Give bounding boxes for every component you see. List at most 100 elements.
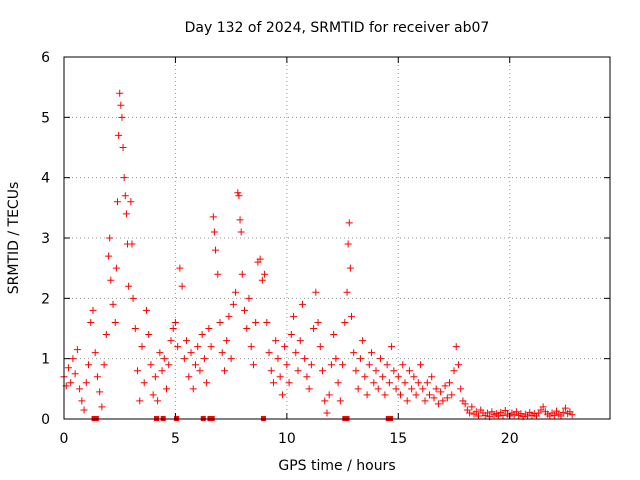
data-point [236, 216, 244, 224]
data-point [561, 404, 569, 412]
data-point [354, 385, 362, 393]
data-point [96, 388, 104, 396]
data-point [446, 379, 454, 387]
data-point [87, 318, 95, 326]
data-point [80, 406, 88, 414]
data-point [443, 394, 451, 402]
data-point [365, 361, 373, 369]
data-point [370, 379, 378, 387]
data-point [394, 373, 402, 381]
data-point [73, 346, 81, 354]
data-point [301, 355, 309, 363]
data-point [64, 364, 72, 372]
data-point [321, 397, 329, 405]
data-point [176, 264, 184, 272]
data-point [376, 355, 384, 363]
data-point [346, 264, 354, 272]
data-point [412, 391, 420, 399]
chart-title: Day 132 of 2024, SRMTID for receiver ab0… [185, 20, 490, 36]
data-point [390, 367, 398, 375]
y-tick-label: 6 [41, 50, 50, 66]
data-point [359, 337, 367, 345]
data-point [174, 343, 182, 351]
data-point [269, 379, 277, 387]
data-point [85, 361, 93, 369]
data-point [343, 288, 351, 296]
data-point [267, 367, 275, 375]
data-point [372, 367, 380, 375]
data-point [71, 370, 79, 378]
y-tick-label: 0 [41, 412, 50, 428]
data-point [557, 412, 565, 420]
data-point [127, 198, 135, 206]
data-point [256, 255, 264, 263]
data-point [325, 391, 333, 399]
data-point [347, 312, 355, 320]
data-point [100, 361, 108, 369]
data-point [128, 240, 136, 248]
data-point [154, 397, 162, 405]
data-point [466, 409, 474, 417]
data-point [330, 331, 338, 339]
data-point [278, 391, 286, 399]
data-point [194, 343, 202, 351]
data-point [200, 355, 208, 363]
data-point [437, 388, 445, 396]
y-tick-label: 3 [41, 231, 50, 247]
data-point [205, 325, 213, 332]
data-point [119, 144, 127, 151]
data-point [180, 355, 188, 363]
data-point [341, 318, 349, 326]
data-point [111, 318, 119, 326]
data-point [428, 373, 436, 381]
x-tick-label: 10 [278, 431, 296, 447]
data-point [381, 391, 389, 399]
data-point [214, 270, 222, 278]
data-point [117, 101, 125, 109]
data-point [501, 407, 509, 415]
data-point [310, 325, 318, 332]
y-tick-label: 5 [41, 110, 50, 126]
data-point [218, 349, 226, 357]
data-point [434, 400, 442, 408]
data-point [171, 318, 179, 326]
data-point [294, 367, 302, 375]
data-point [345, 219, 353, 227]
x-tick-label: 5 [171, 431, 180, 447]
data-point [403, 397, 411, 405]
data-point [109, 300, 117, 308]
data-point [225, 312, 233, 320]
data-point [142, 306, 150, 314]
data-point [163, 385, 171, 393]
data-point [187, 349, 195, 357]
data-point [241, 306, 249, 314]
data-point [120, 174, 128, 182]
data-point [183, 337, 191, 345]
data-point [388, 343, 396, 351]
series-group [60, 89, 576, 421]
data-point [78, 397, 86, 405]
data-point [69, 355, 77, 363]
data-point [212, 246, 220, 254]
data-point [312, 288, 320, 296]
data-point [397, 391, 405, 399]
data-point [305, 385, 313, 393]
data-point [339, 361, 347, 369]
data-point [235, 192, 243, 200]
data-point [287, 331, 295, 339]
data-point [263, 318, 271, 326]
data-point [118, 113, 126, 121]
data-point [432, 385, 440, 393]
data-point [129, 294, 137, 302]
data-point [145, 331, 153, 339]
data-point [296, 337, 304, 345]
axis-ticks: 0 5 10 15 20 0 1 2 3 4 5 6 [41, 50, 610, 447]
data-point [112, 264, 120, 272]
data-point [232, 288, 240, 296]
data-point [237, 228, 245, 236]
data-point [414, 379, 422, 387]
x-tick-label: 20 [501, 431, 519, 447]
data-point [303, 373, 311, 381]
